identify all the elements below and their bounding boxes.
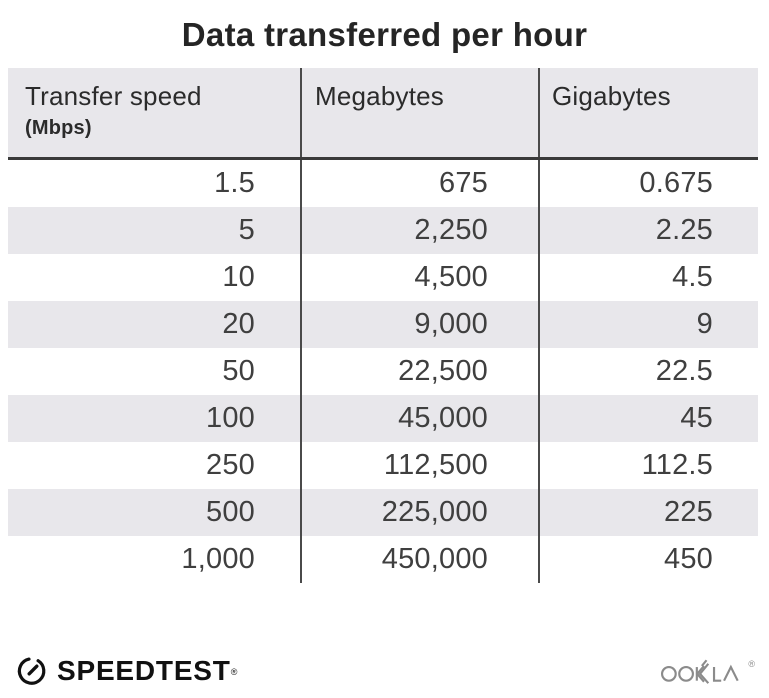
table-cell: 10 [8,254,302,301]
table-cell: 22.5 [655,355,713,387]
column-header-megabytes: Megabytes [302,68,540,157]
table-cell: 675 [302,160,540,207]
column-header-megabytes-label: Megabytes [315,81,444,111]
ookla-trademark: ® [748,659,755,669]
column-header-transfer-speed: Transfer speed (Mbps) [8,68,302,157]
table-cell: 100 [8,395,302,442]
column-header-transfer-speed-label: Transfer speed [25,81,202,111]
table-row: 50 22,500 22.5 [8,348,758,395]
speedtest-logo: SPEEDTEST® [16,655,237,687]
table-cell: 9 [696,308,713,340]
table-cell: 9,000 [302,301,540,348]
table-cell: 20 [8,301,302,348]
table-cell: 225 [664,496,713,528]
footer: SPEEDTEST® ® [16,649,755,693]
table-cell: 50 [8,348,302,395]
page-title: Data transferred per hour [181,16,588,53]
table-body: 1.5 675 0.675 5 2,250 2.25 10 4,500 4.5 20 9,000 9 5… [8,160,758,583]
table-cell: 112,500 [302,442,540,489]
table-cell: 4,500 [302,254,540,301]
table-header-row: Transfer speed (Mbps) Megabytes Gigabyte… [8,68,758,160]
table-row: 20 9,000 9 [8,301,758,348]
table-row: 1,000 450,000 450 [8,536,758,583]
table-row: 5 2,250 2.25 [8,207,758,254]
table-cell: 45,000 [302,395,540,442]
table-row: 1.5 675 0.675 [8,160,758,207]
table-cell: 5 [8,207,302,254]
table-cell: 500 [8,489,302,536]
column-header-gigabytes-label: Gigabytes [552,81,671,111]
column-header-gigabytes: Gigabytes [540,68,758,157]
table-cell: 225,000 [302,489,540,536]
table-row: 250 112,500 112.5 [8,442,758,489]
table-cell: 2.25 [655,214,713,246]
table-cell: 45 [680,402,713,434]
ookla-logo: ® [661,657,755,685]
table-cell: 4.5 [672,261,713,293]
table-cell: 22,500 [302,348,540,395]
speedtest-trademark: ® [230,667,238,677]
data-table: Transfer speed (Mbps) Megabytes Gigabyte… [8,68,758,583]
column-header-transfer-speed-unit: (Mbps) [25,117,92,139]
table-cell: 250 [8,442,302,489]
table-row: 100 45,000 45 [8,395,758,442]
table-row: 10 4,500 4.5 [8,254,758,301]
table-cell: 1.5 [8,160,302,207]
table-row: 500 225,000 225 [8,489,758,536]
table-cell: 112.5 [641,449,713,481]
table-cell: 450,000 [302,536,540,583]
table-cell: 2,250 [302,207,540,254]
ookla-wordmark-icon [661,659,740,684]
table-cell: 0.675 [639,167,713,199]
table-cell: 1,000 [8,536,302,583]
speedtest-gauge-icon [17,657,46,685]
speedtest-wordmark: SPEEDTEST® [57,655,238,686]
table-cell: 450 [664,543,713,575]
